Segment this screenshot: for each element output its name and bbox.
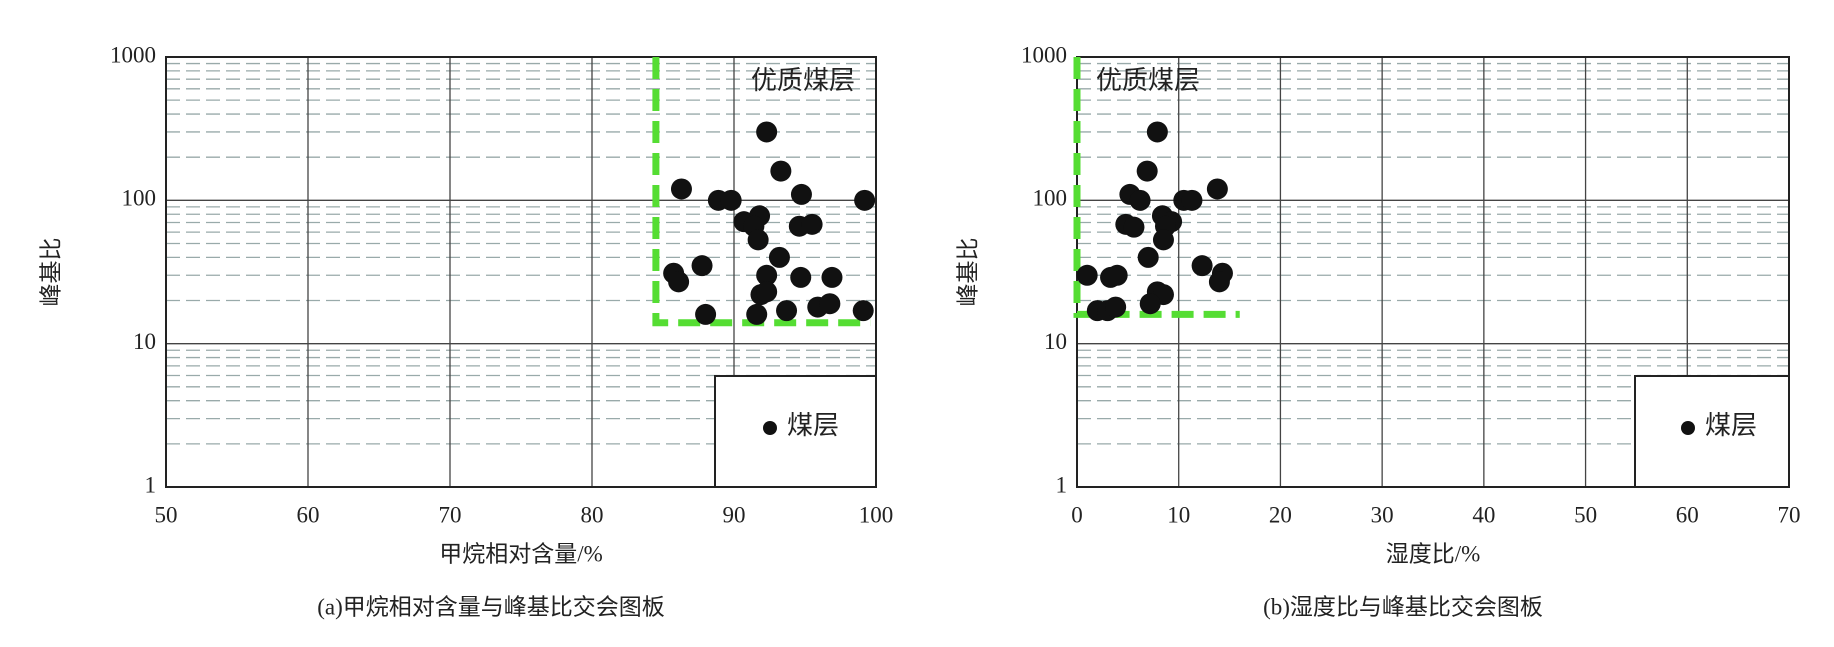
data-point [746,303,768,325]
caption: (b)湿度比与峰基比交会图板 [1263,594,1543,619]
x-tick-label: 100 [859,502,894,527]
data-point [821,266,843,288]
legend-marker [763,421,777,435]
data-point [695,303,717,325]
y-axis-label: 峰基比 [38,238,63,307]
y-tick-label: 1 [145,472,157,497]
data-point [1123,216,1145,238]
x-axis-label: 湿度比/% [1386,541,1481,566]
data-point [756,281,778,303]
data-point [776,300,798,322]
x-axis-label: 甲烷相对含量/% [439,541,603,566]
x-tick-label: 80 [581,502,604,527]
data-point [1206,178,1228,200]
data-point [1139,293,1161,315]
data-point [668,271,690,293]
x-tick-label: 40 [1472,502,1495,527]
data-point [801,213,823,235]
legend-box [1634,375,1790,488]
legend-label: 煤层 [787,411,839,440]
data-point [1105,296,1127,318]
x-tick-label: 20 [1269,502,1292,527]
x-tick-label: 10 [1167,502,1190,527]
data-point [770,160,792,182]
data-point [756,264,778,286]
x-tick-label: 50 [155,502,178,527]
highlight-region [1073,57,1240,318]
x-tick-label: 0 [1071,502,1083,527]
caption: (a)甲烷相对含量与峰基比交会图板 [317,594,665,619]
data-point [819,293,841,315]
y-tick-label: 1000 [110,42,156,67]
data-point [756,121,778,143]
y-tick-label: 100 [122,186,157,211]
legend-marker [1681,421,1695,435]
data-point [1076,264,1098,286]
data-point [1146,121,1168,143]
data-point [720,189,742,211]
plot-frame [1076,56,1790,488]
data-point [1181,189,1203,211]
data-point [1100,266,1122,288]
y-axis-label: 峰基比 [955,238,980,307]
data-point [852,300,874,322]
x-tick-label: 60 [1676,502,1699,527]
data-point [790,183,812,205]
data-point [1137,246,1159,268]
data-point [1136,160,1158,182]
data-point [1152,229,1174,251]
x-tick-label: 60 [297,502,320,527]
legend-label: 煤层 [1705,411,1757,440]
highlight-region [652,57,871,327]
data-point [1129,189,1151,211]
x-tick-label: 70 [439,502,462,527]
x-tick-label: 70 [1778,502,1801,527]
data-point [790,266,812,288]
data-point [1208,271,1230,293]
plot-frame [165,56,877,488]
legend-box [714,375,877,488]
y-tick-label: 100 [1033,186,1068,211]
data-point [1191,255,1213,277]
data-point [768,246,790,268]
annotation: 优质煤层 [751,66,855,95]
data-point [854,189,876,211]
data-point [691,255,713,277]
annotation: 优质煤层 [1096,66,1200,95]
x-tick-label: 50 [1574,502,1597,527]
y-tick-label: 10 [133,329,156,354]
y-tick-label: 1 [1056,472,1068,497]
x-tick-label: 30 [1371,502,1394,527]
x-tick-label: 90 [723,502,746,527]
y-tick-label: 1000 [1021,42,1067,67]
data-point [670,178,692,200]
data-point [747,229,769,251]
y-tick-label: 10 [1044,329,1067,354]
